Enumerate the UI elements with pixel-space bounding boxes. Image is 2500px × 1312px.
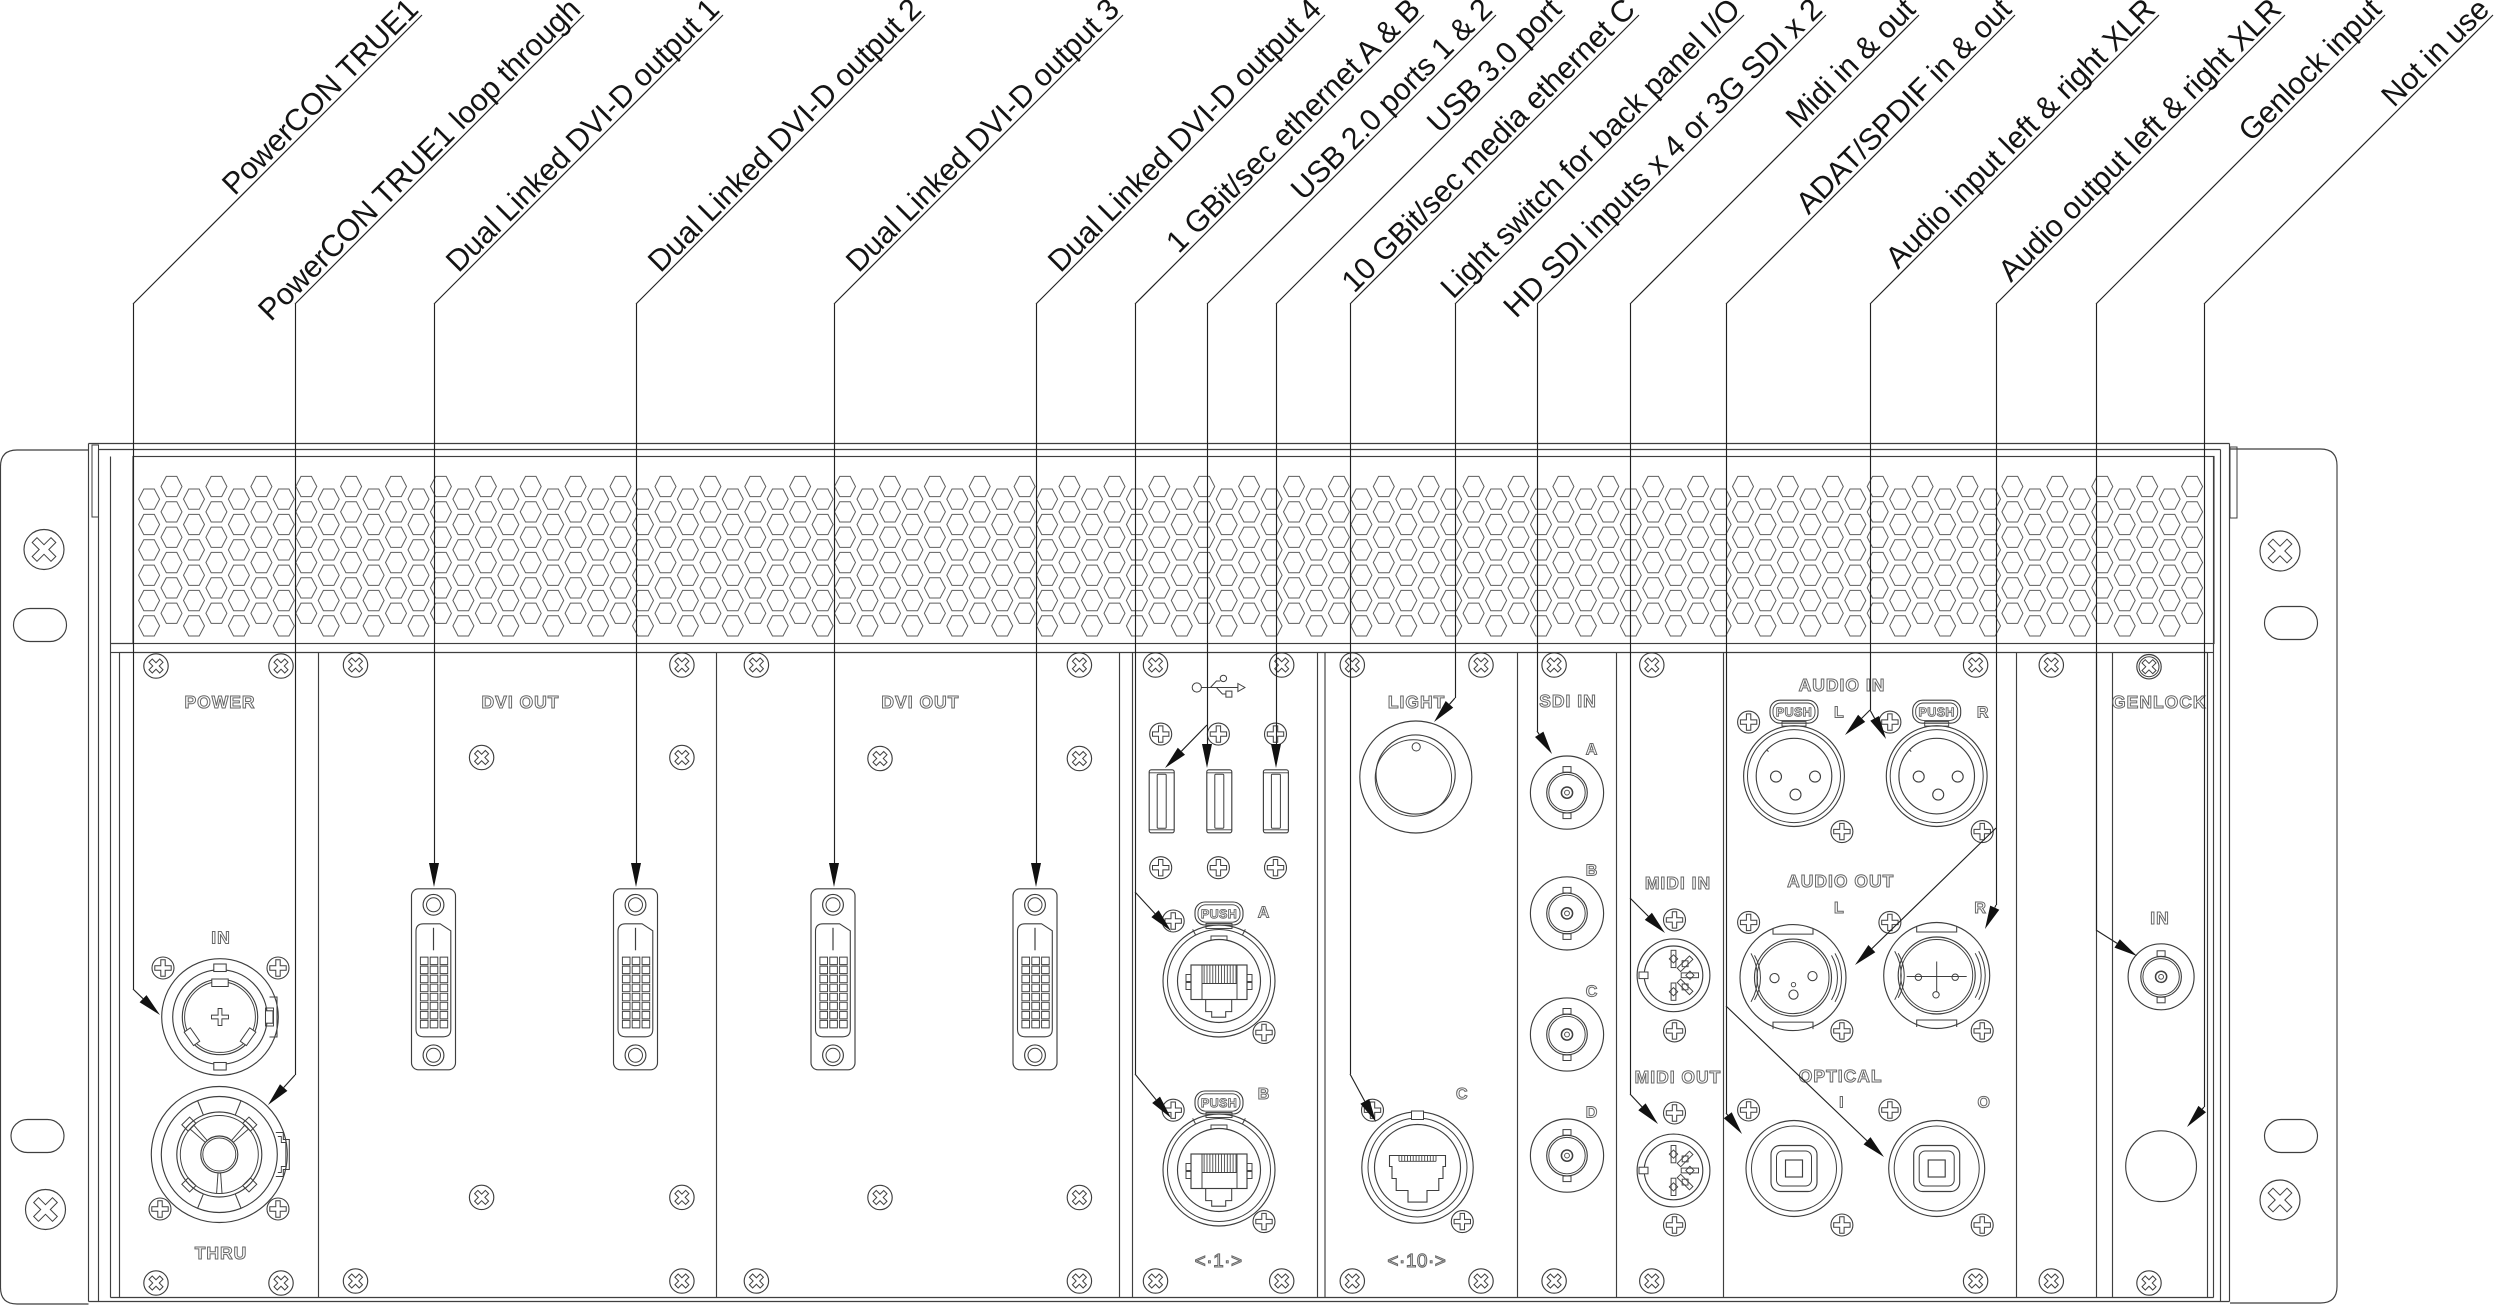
svg-text:O: O xyxy=(1977,1094,1990,1111)
svg-text:AUDIO IN: AUDIO IN xyxy=(1799,675,1886,695)
svg-text:<·10·>: <·10·> xyxy=(1387,1251,1446,1272)
svg-text:POWER: POWER xyxy=(184,692,255,712)
svg-text:MIDI IN: MIDI IN xyxy=(1645,873,1711,893)
svg-text:B: B xyxy=(1586,862,1599,879)
svg-text:<·1·>: <·1·> xyxy=(1195,1251,1243,1272)
svg-text:IN: IN xyxy=(211,927,231,947)
svg-text:LIGHT: LIGHT xyxy=(1388,692,1446,712)
svg-text:C: C xyxy=(1586,983,1599,1000)
svg-text:L: L xyxy=(1834,900,1845,917)
svg-text:R: R xyxy=(1977,704,1990,721)
svg-text:R: R xyxy=(1974,900,1987,917)
svg-text:PUSH: PUSH xyxy=(1776,705,1812,719)
svg-text:PUSH: PUSH xyxy=(1919,705,1955,719)
svg-text:DVI OUT: DVI OUT xyxy=(881,692,959,712)
svg-text:A: A xyxy=(1586,741,1599,758)
svg-text:PUSH: PUSH xyxy=(1201,1096,1237,1110)
svg-text:B: B xyxy=(1258,1086,1271,1103)
svg-text:THRU: THRU xyxy=(195,1243,248,1263)
svg-text:C: C xyxy=(1456,1086,1469,1103)
svg-text:AUDIO OUT: AUDIO OUT xyxy=(1787,871,1894,891)
svg-text:GENLOCK: GENLOCK xyxy=(2112,692,2207,712)
svg-text:SDI IN: SDI IN xyxy=(1539,691,1597,711)
svg-text:DVI OUT: DVI OUT xyxy=(482,692,560,712)
svg-text:I: I xyxy=(1839,1094,1844,1111)
svg-text:IN: IN xyxy=(2150,908,2170,928)
svg-text:D: D xyxy=(1586,1104,1599,1121)
svg-text:L: L xyxy=(1834,704,1845,721)
svg-text:MIDI OUT: MIDI OUT xyxy=(1635,1067,1722,1087)
svg-text:OPTICAL: OPTICAL xyxy=(1799,1066,1883,1086)
svg-text:PUSH: PUSH xyxy=(1201,907,1237,921)
svg-text:A: A xyxy=(1258,904,1271,921)
